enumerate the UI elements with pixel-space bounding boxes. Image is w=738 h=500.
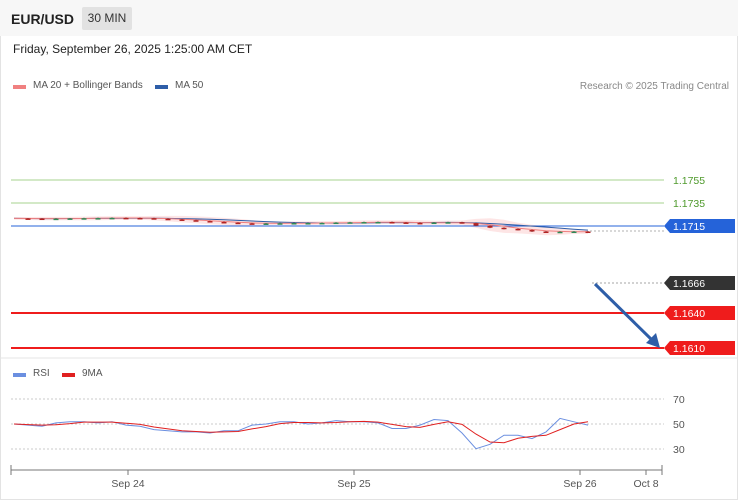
ma9-legend-swatch: [62, 373, 75, 377]
candle-body-8: [123, 217, 129, 220]
candle-body-7: [109, 217, 115, 220]
chart-date: Friday, September 26, 2025 1:25:00 AM CE…: [13, 42, 253, 56]
candle-body-28: [403, 222, 409, 224]
candle-body-35: [501, 227, 507, 230]
ma50-legend-swatch: [155, 85, 168, 89]
support-tag-4: [664, 306, 735, 320]
level-label-1: 1.1735: [673, 198, 705, 210]
candle-body-36: [515, 228, 521, 231]
candle-body-38: [543, 231, 549, 234]
timeframe-badge[interactable]: 30 MIN: [82, 7, 132, 30]
credit-text: Research © 2025 Trading Central: [579, 81, 729, 92]
candle-body-18: [263, 223, 269, 225]
forecast-arrow-head: [646, 333, 660, 348]
candle-body-37: [529, 230, 535, 232]
candle-body-10: [151, 218, 157, 220]
candle-body-34: [487, 225, 493, 228]
candle-body-15: [221, 221, 227, 224]
candle-body-5: [81, 218, 87, 220]
ma20-legend-swatch: [13, 85, 26, 89]
ma9-legend-label: 9MA: [82, 368, 103, 379]
candle-body-33: [473, 223, 479, 226]
rsi-legend-label: RSI: [33, 368, 50, 379]
candle-body-40: [571, 231, 577, 234]
level-label-5: 1.1610: [673, 343, 705, 355]
candle-body-3: [53, 218, 59, 221]
candle-body-14: [207, 221, 213, 223]
candle-body-13: [193, 220, 199, 222]
candle-body-12: [179, 219, 185, 221]
candle-body-32: [459, 222, 465, 224]
candle-body-24: [347, 222, 353, 224]
bollinger-band: [14, 215, 588, 236]
x-tick-label-1: Sep 25: [337, 478, 370, 490]
candle-body-1: [25, 218, 31, 220]
candle-body-6: [95, 218, 101, 220]
candle-body-27: [389, 221, 395, 224]
level-label-3: 1.1666: [673, 278, 705, 290]
pivot-tag: [664, 219, 735, 233]
candle-body-26: [375, 221, 381, 224]
x-axis: Sep 24 Sep 25 Sep 26 Oct 8: [10, 465, 663, 490]
bollinger-band-fill: [14, 215, 588, 236]
candle-body-21: [305, 223, 311, 225]
candle-body-29: [417, 222, 423, 225]
candle-body-2: [39, 218, 45, 221]
last-price-tag: [664, 276, 735, 290]
x-tick-label-0: Sep 24: [111, 478, 144, 490]
levels-layer: 1.1755 1.1735 1.1715 1.1666 1.1640 1.1610: [11, 175, 735, 355]
ma50-legend-label: MA 50: [175, 80, 204, 91]
rsi-legend-swatch: [13, 373, 26, 377]
candle-body-31: [445, 222, 451, 224]
ma20-legend-label: MA 20 + Bollinger Bands: [33, 80, 143, 91]
candle-body-9: [137, 217, 143, 220]
candle-body-22: [319, 222, 325, 225]
candle-body-20: [291, 223, 297, 225]
forecast-arrow-shaft: [593, 282, 654, 342]
candles-layer: [25, 217, 591, 234]
header-bar: EUR/USD 30 MIN: [0, 0, 738, 36]
symbol-title: EUR/USD: [11, 11, 75, 27]
candle-body-11: [165, 218, 171, 221]
level-label-4: 1.1640: [673, 308, 705, 320]
candle-body-19: [277, 223, 283, 225]
support-tag-5: [664, 341, 735, 355]
x-tick-label-2: Sep 26: [563, 478, 596, 490]
level-label-2: 1.1715: [673, 221, 705, 233]
rsi-tick-2: 30: [673, 444, 685, 456]
rsi-panel: 70 50 30: [11, 394, 685, 456]
candle-body-23: [333, 222, 339, 225]
candle-body-41: [585, 231, 591, 234]
forecast-arrow: [593, 282, 660, 348]
x-tick-label-3: Oct 8: [633, 478, 658, 490]
candle-body-25: [361, 222, 367, 224]
rsi-tick-0: 70: [673, 394, 685, 406]
rsi-ma-line: [13, 420, 589, 444]
candle-body-4: [67, 218, 73, 220]
rsi-tick-1: 50: [673, 419, 685, 431]
candle-body-17: [249, 223, 255, 225]
candle-body-16: [235, 222, 241, 225]
candle-body-30: [431, 222, 437, 225]
level-label-0: 1.1755: [673, 175, 705, 187]
candle-body-39: [557, 231, 563, 234]
